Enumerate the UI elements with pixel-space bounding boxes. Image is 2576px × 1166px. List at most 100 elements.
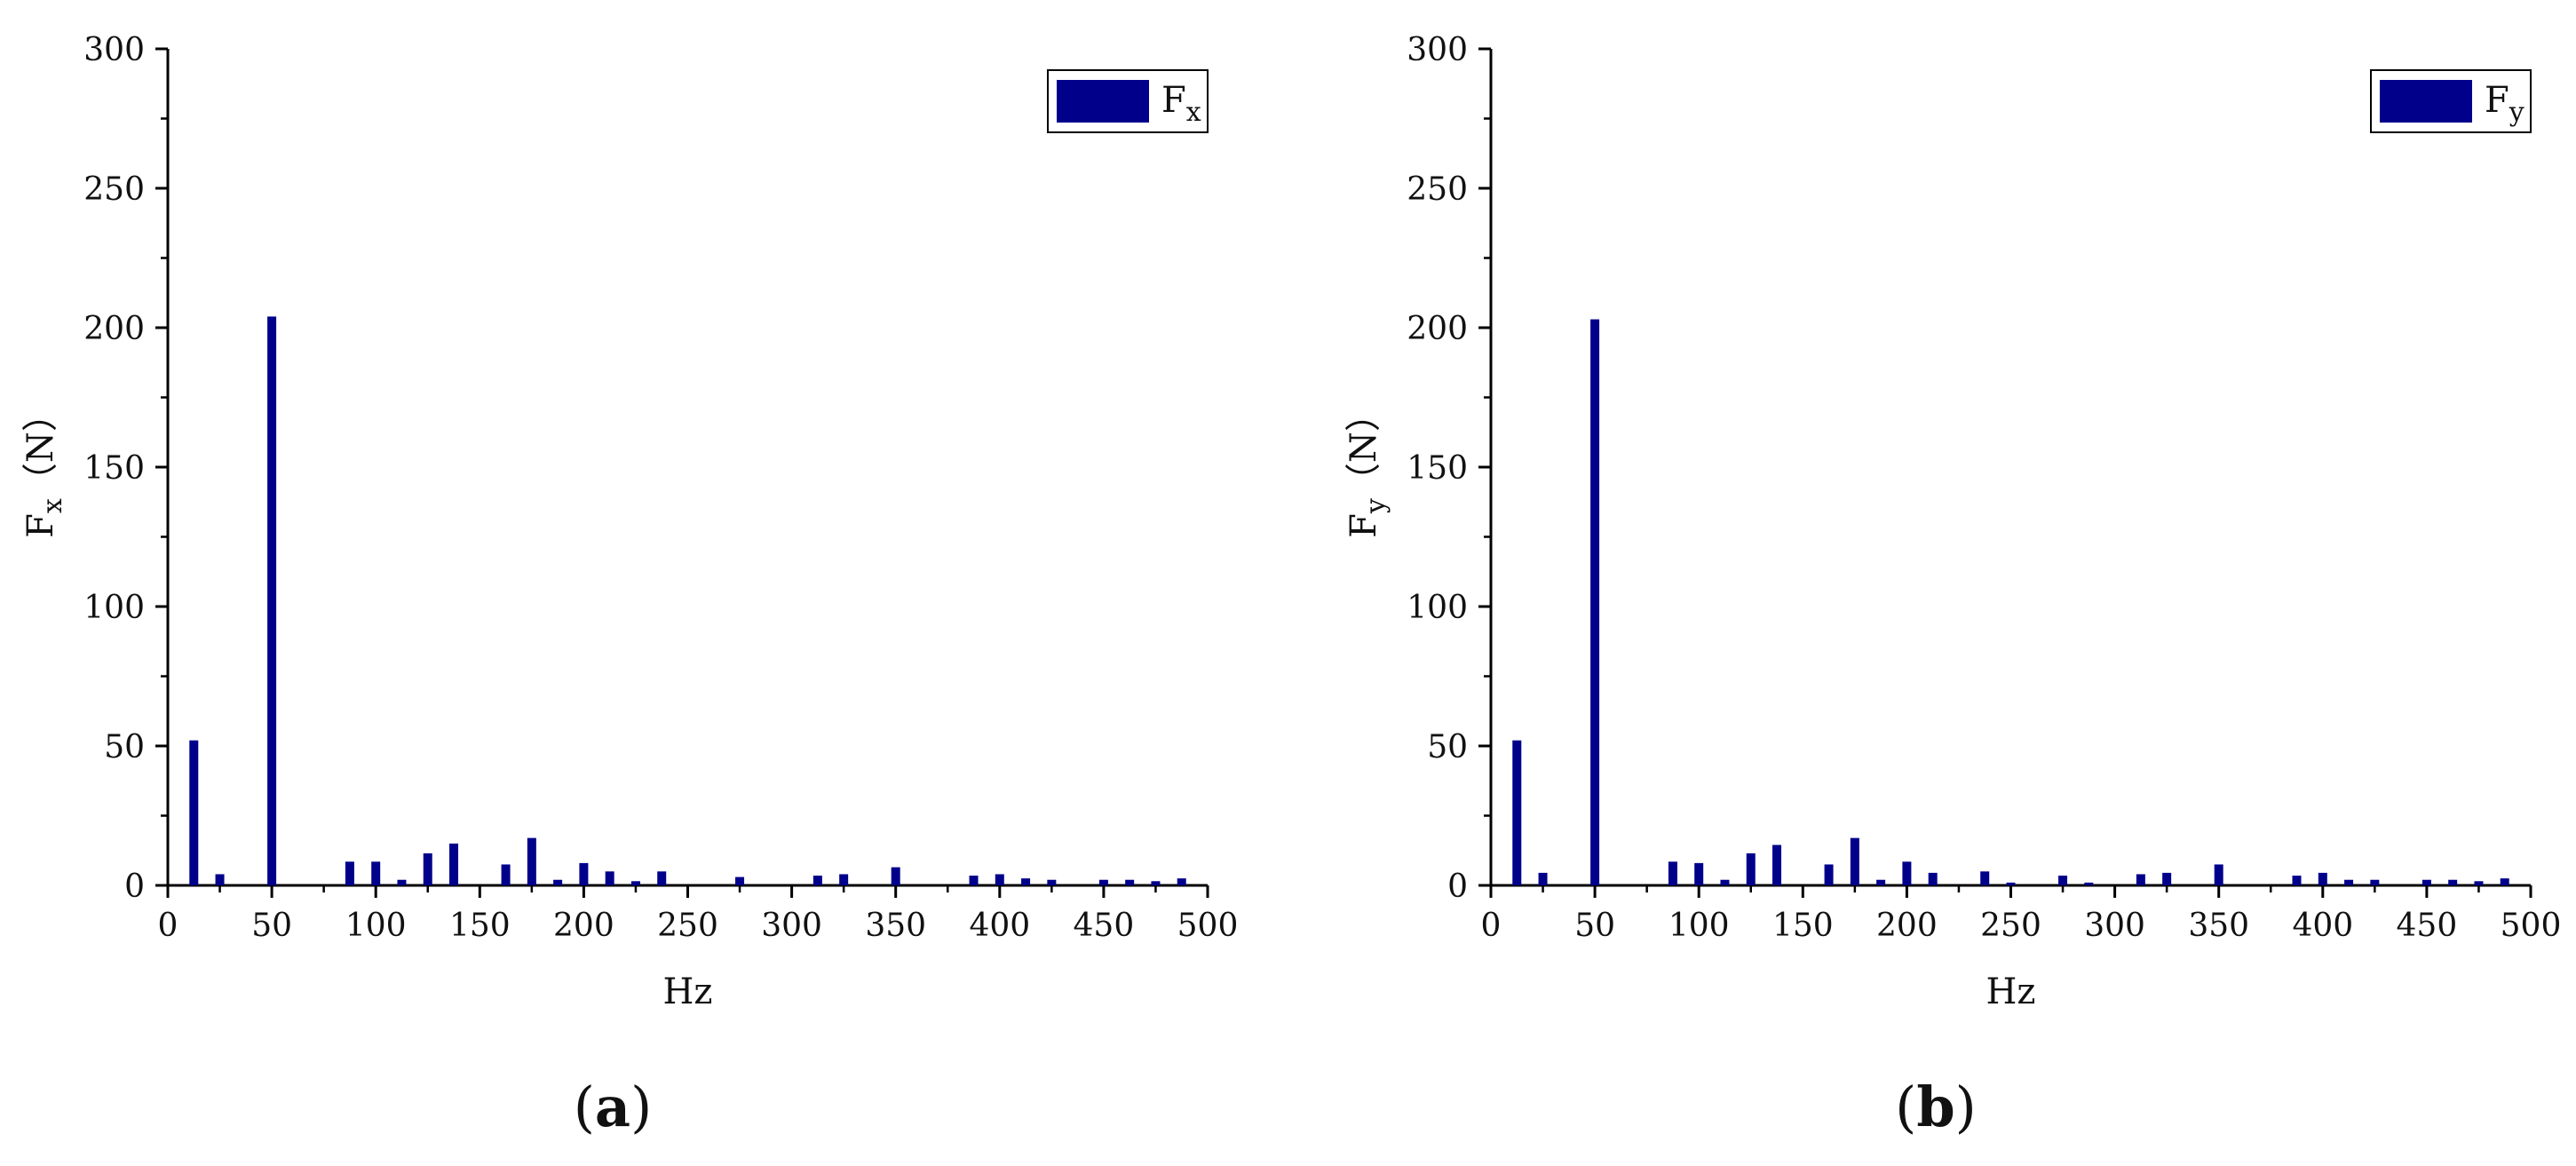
y-axis-title: Fy（N） <box>1343 396 1391 538</box>
panel-label-close: ) <box>1955 1075 1977 1139</box>
bar <box>2448 879 2458 885</box>
bar <box>995 874 1004 885</box>
bar <box>1746 853 1756 885</box>
x-tick-label: 250 <box>1980 908 2041 944</box>
panel-label-open: ( <box>1895 1075 1916 1139</box>
bar <box>1668 861 1677 885</box>
panel-a: 0 50 100 150 200 250 300 0 50 100 150 200 250 300 350 4… <box>20 32 1238 1139</box>
legend-swatch <box>2380 80 2472 123</box>
y-axis-title-main: F <box>1343 513 1384 538</box>
y-tick-label: 200 <box>83 311 145 347</box>
x-axis-title: Hz <box>1986 972 2036 1012</box>
x-axis-title: Hz <box>663 972 713 1012</box>
x-tick-label: 400 <box>969 908 1030 944</box>
y-axis-title-unit: （N） <box>20 396 61 498</box>
bar <box>2214 864 2223 885</box>
bar <box>1772 845 1782 885</box>
bar <box>423 853 432 885</box>
bar <box>1177 878 1186 885</box>
legend: Fx <box>1047 69 1209 133</box>
panel-label: (a) <box>574 1075 653 1139</box>
bar <box>1125 879 1135 885</box>
x-tick-label: 450 <box>2397 908 2458 944</box>
bar <box>2474 881 2484 885</box>
y-tick-label: 300 <box>83 32 145 68</box>
panel-label: (b) <box>1895 1075 1977 1139</box>
panel-label-letter: b <box>1916 1075 1954 1139</box>
bar <box>579 862 589 885</box>
bar <box>969 876 979 885</box>
legend-label: Fx <box>1161 80 1201 128</box>
bar <box>189 740 199 885</box>
y-tick-label: 0 <box>1447 869 1468 905</box>
y-tick-label: 150 <box>83 450 145 487</box>
y-axis-title-unit: （N） <box>1343 396 1384 498</box>
bar <box>839 874 849 885</box>
x-tick-label: 100 <box>345 908 407 944</box>
legend-label-main: F <box>2485 80 2509 121</box>
bar <box>1980 871 1990 885</box>
bar <box>2058 876 2068 885</box>
y-axis-title: Fx（N） <box>20 396 68 538</box>
bar <box>501 864 511 885</box>
bar <box>1098 879 1108 885</box>
legend-label: Fy <box>2485 80 2524 128</box>
bar <box>1151 881 1161 885</box>
x-tick-label: 500 <box>1177 908 1239 944</box>
bar <box>2421 879 2431 885</box>
bar <box>527 837 536 885</box>
bar <box>1021 878 1031 885</box>
x-tick-label: 400 <box>2292 908 2353 944</box>
y-tick-label: 50 <box>1427 729 1468 765</box>
bar <box>630 881 640 885</box>
y-tick-label: 200 <box>1407 311 1468 347</box>
bar <box>1928 872 1938 885</box>
x-tick-label: 350 <box>865 908 926 944</box>
legend-swatch <box>1057 80 1149 123</box>
x-tick-label: 250 <box>657 908 718 944</box>
bar <box>2370 879 2380 885</box>
legend: Fy <box>2370 69 2532 133</box>
bar <box>345 861 354 885</box>
bar <box>215 874 225 885</box>
bar <box>449 843 459 885</box>
bar <box>2136 874 2145 885</box>
bar <box>891 867 900 885</box>
legend-label-subscript: x <box>1186 97 1201 128</box>
panel-b: 0 50 100 150 200 250 300 0 50 100 150 200 250 300 350 4… <box>1343 32 2561 1139</box>
y-tick-label: 100 <box>1407 590 1468 626</box>
bar <box>2318 872 2327 885</box>
y-axis-title-subscript: y <box>1360 498 1391 514</box>
y-tick-label: 250 <box>83 171 145 208</box>
x-tick-label: 150 <box>449 908 511 944</box>
x-tick-label: 150 <box>1772 908 1834 944</box>
bar <box>735 876 745 885</box>
bar <box>2292 876 2302 885</box>
bar <box>1850 837 1859 885</box>
y-tick-label: 0 <box>124 869 145 905</box>
bar <box>267 316 277 885</box>
bar <box>2162 872 2172 885</box>
bar <box>812 876 822 885</box>
bar <box>1876 879 1886 885</box>
bar <box>1720 879 1730 885</box>
bar <box>397 879 407 885</box>
legend-label-main: F <box>1161 80 1186 121</box>
bar <box>1512 740 1522 885</box>
bar <box>1047 879 1057 885</box>
x-tick-label: 500 <box>2501 908 2562 944</box>
y-tick-label: 250 <box>1407 171 1468 208</box>
bar <box>2344 879 2354 885</box>
y-axis-title-main: F <box>20 513 61 538</box>
panel-label-open: ( <box>574 1075 595 1139</box>
x-tick-label: 300 <box>2084 908 2145 944</box>
y-tick-label: 50 <box>104 729 145 765</box>
panel-label-letter: a <box>595 1075 630 1139</box>
x-tick-label: 50 <box>251 908 292 944</box>
bar <box>553 879 563 885</box>
bar <box>1824 864 1834 885</box>
bar <box>657 871 667 885</box>
bar <box>605 871 614 885</box>
bar <box>2084 882 2094 885</box>
